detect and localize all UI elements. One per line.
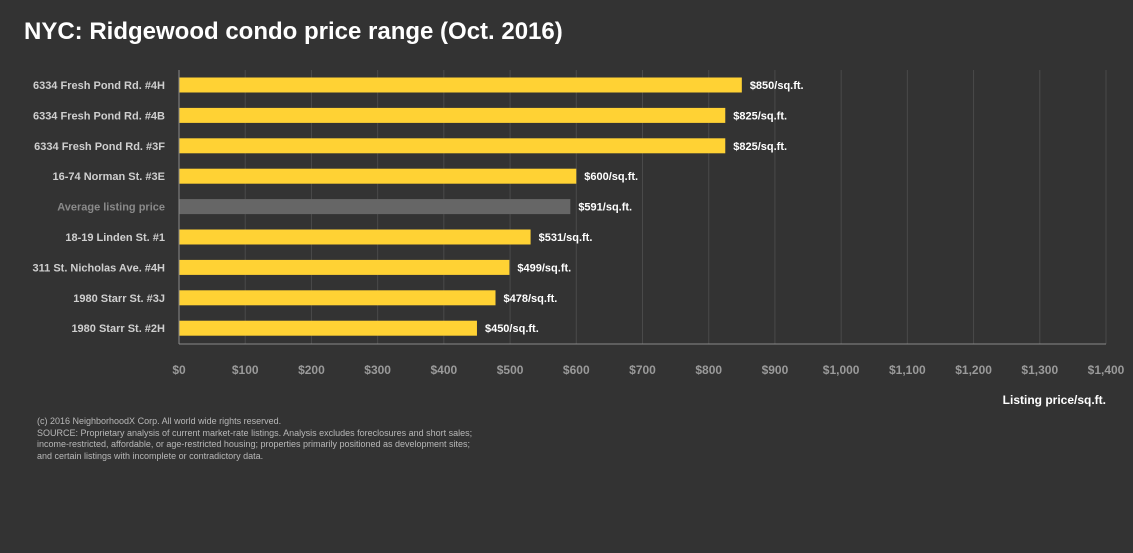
x-tick-label: $300 [364,363,391,377]
chart-title: NYC: Ridgewood condo price range (Oct. 2… [24,18,563,45]
bar [179,290,496,306]
category-label: 6334 Fresh Pond Rd. #4H [33,80,165,92]
category-label: 18-19 Linden St. #1 [65,232,165,244]
bar-chart: $0 $100 $200 $300 $400 $500 $600 $700 $800 $900 $1… [33,70,1125,407]
x-tick-label: $600 [563,363,590,377]
data-label: $825/sq.ft. [733,110,787,122]
bar [179,259,510,275]
data-label: $850/sq.ft. [750,80,804,92]
labels: $0 $100 $200 $300 $400 $500 $600 $700 $800 $900 $1… [33,80,1125,377]
bar [179,138,726,154]
x-tick-label: $400 [431,363,458,377]
x-tick-label: $1,200 [955,363,992,377]
x-tick-label: $800 [695,363,722,377]
bars [179,77,742,336]
category-label: 6334 Fresh Pond Rd. #4B [33,110,165,122]
x-tick-label: $900 [762,363,789,377]
data-label: $450/sq.ft. [485,323,539,335]
axes [178,70,1106,345]
copyright-text: (c) 2016 NeighborhoodX Corp. All world w… [37,416,282,426]
category-label: 6334 Fresh Pond Rd. #3F [34,141,165,153]
category-label: 1980 Starr St. #3J [73,293,165,305]
bar [179,107,726,123]
bar [179,168,577,184]
x-tick-label: $1,100 [889,363,926,377]
data-label: $499/sq.ft. [517,262,571,274]
data-label: $825/sq.ft. [733,141,787,153]
x-tick-label: $700 [629,363,656,377]
data-label: $591/sq.ft. [578,202,632,214]
x-tick-label: $1,300 [1021,363,1058,377]
data-label: $600/sq.ft. [584,171,638,183]
data-label: $531/sq.ft. [539,232,593,244]
average-bar [179,199,571,215]
source-text: SOURCE: Proprietary analysis of current … [37,427,473,461]
category-label: 311 St. Nicholas Ave. #4H [33,262,166,274]
bar [179,77,742,93]
footnote: (c) 2016 NeighborhoodX Corp. All world w… [37,416,487,462]
x-axis-title: Listing price/sq.ft. [1003,393,1106,407]
category-label: 16-74 Norman St. #3E [53,171,166,183]
x-tick-label: $500 [497,363,524,377]
category-label: 1980 Starr St. #2H [71,323,165,335]
x-tick-label: $1,000 [823,363,860,377]
x-tick-label: $100 [232,363,259,377]
x-tick-label: $0 [172,363,186,377]
x-tick-label: $1,400 [1088,363,1125,377]
bar [179,320,477,336]
data-label: $478/sq.ft. [504,293,558,305]
x-tick-label: $200 [298,363,325,377]
category-label: Average listing price [57,202,165,214]
bar [179,229,531,245]
